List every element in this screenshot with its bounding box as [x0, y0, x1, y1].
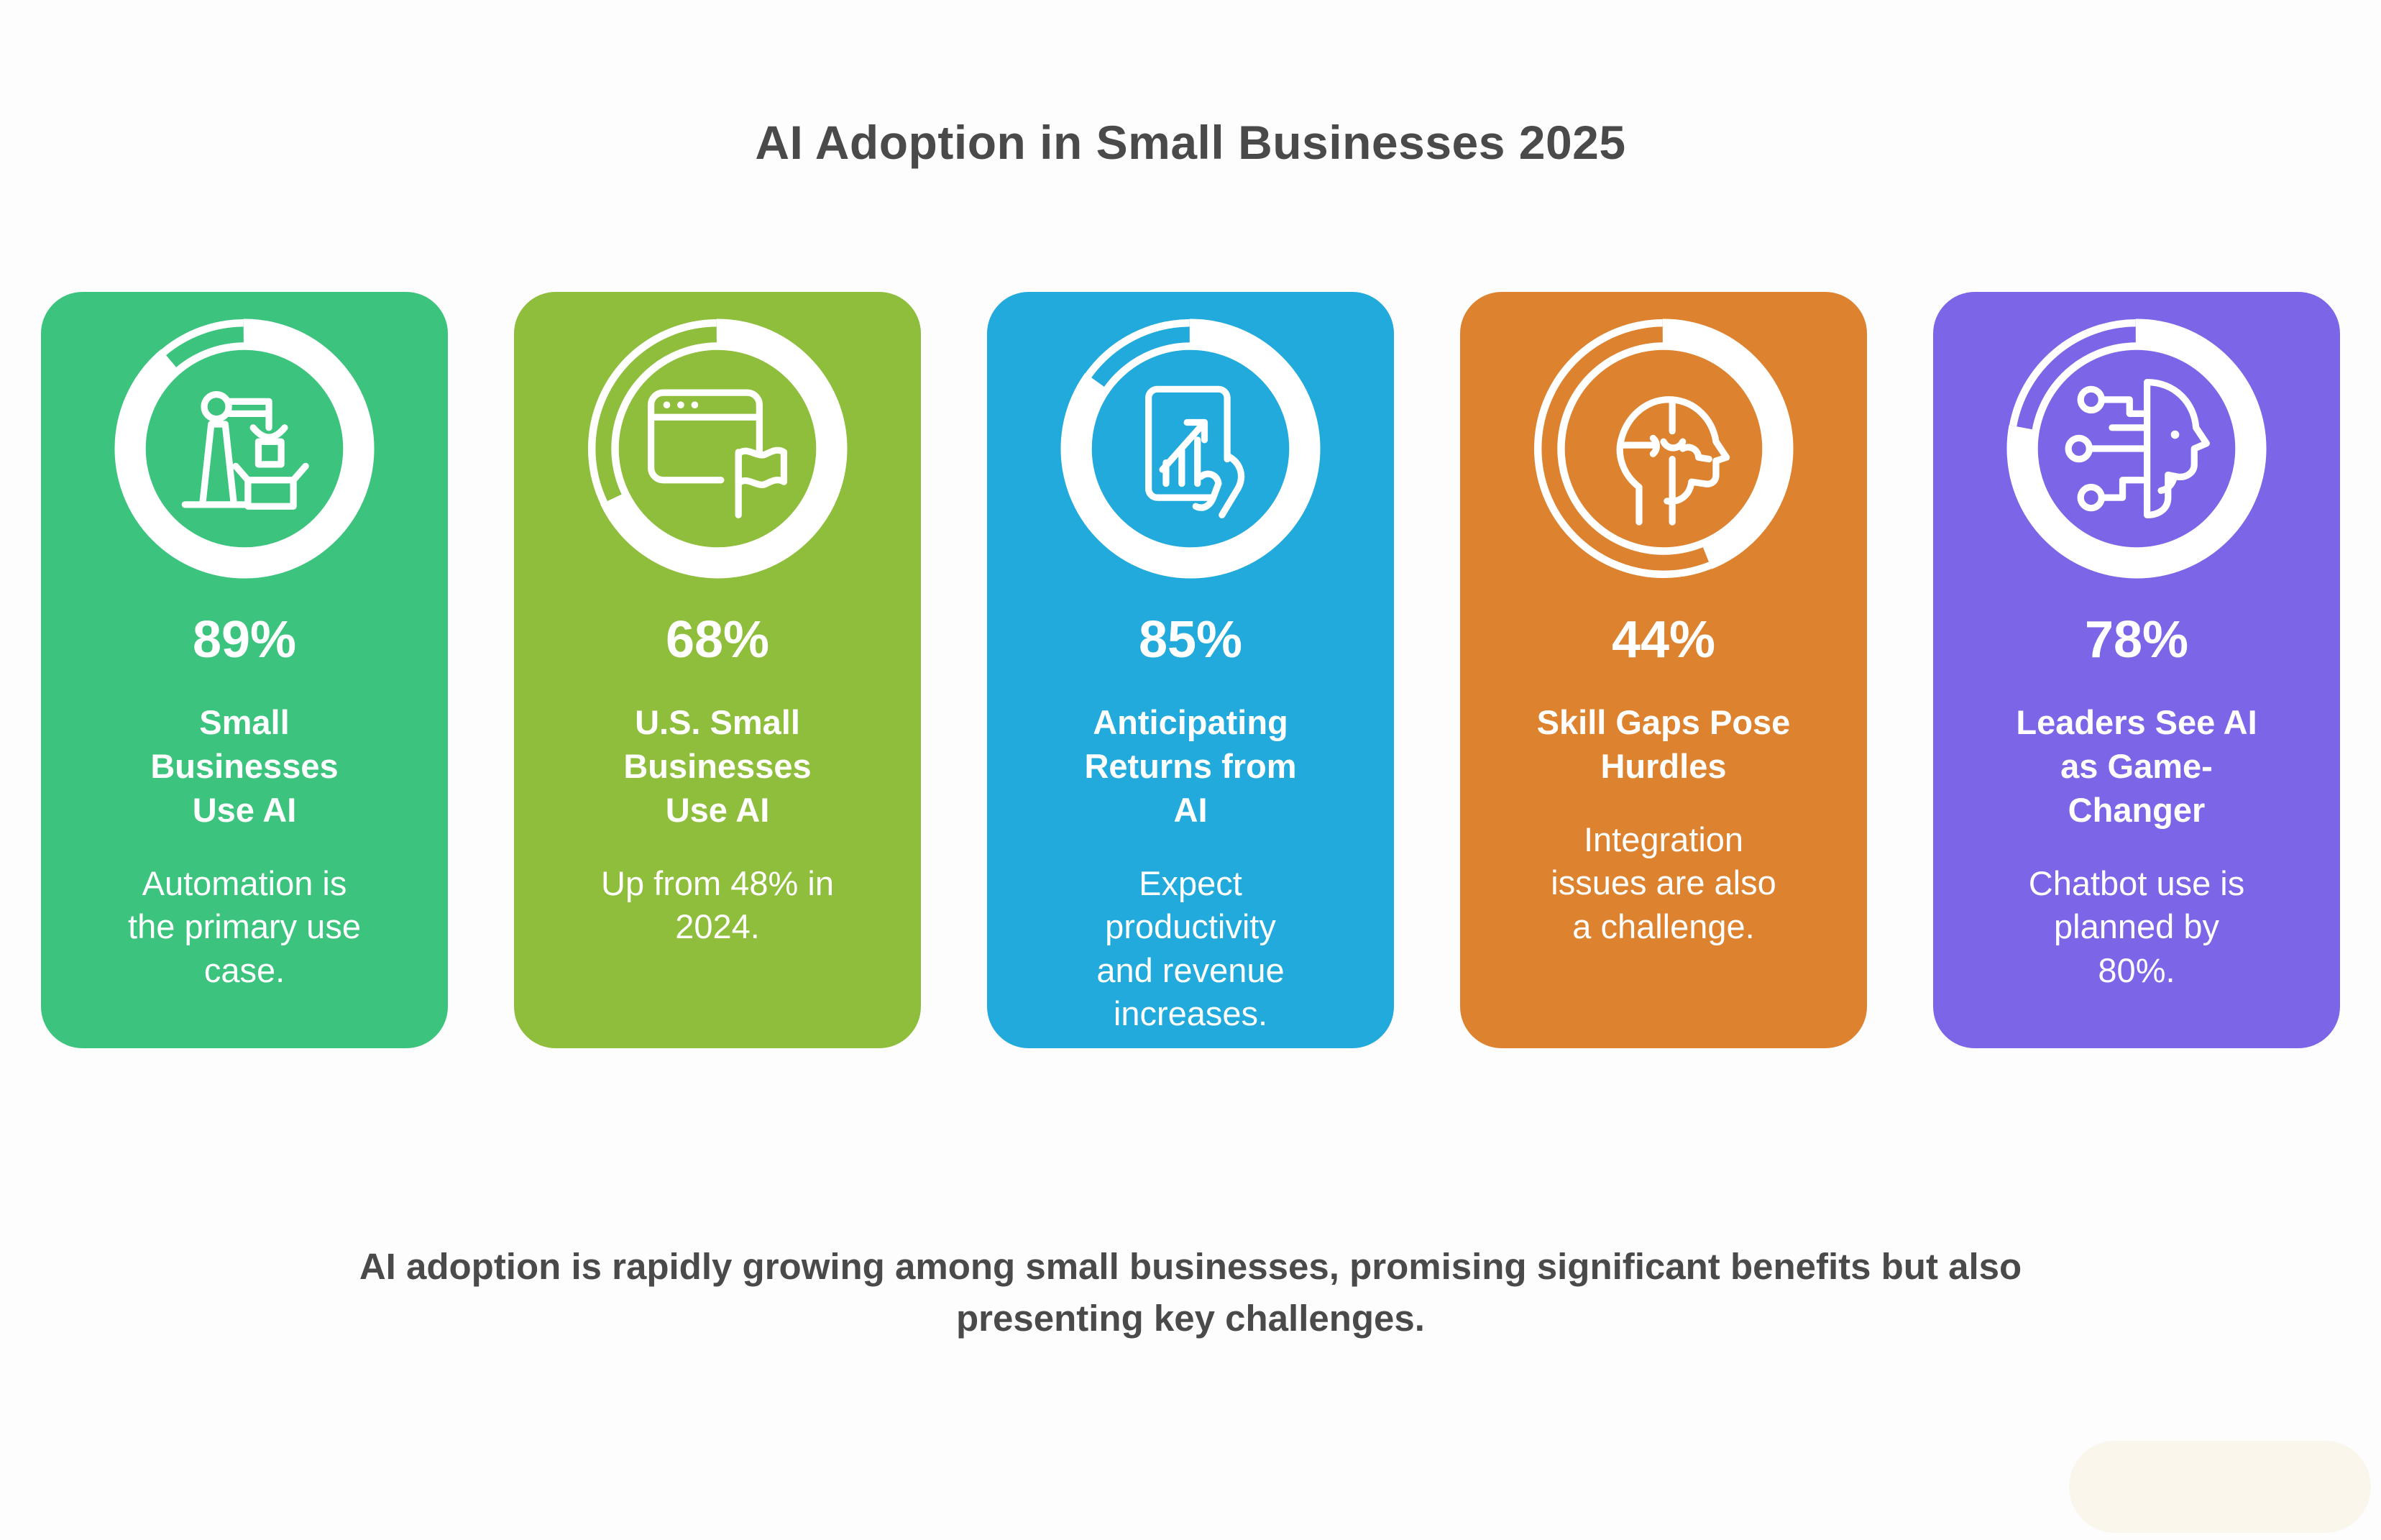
robot-arm-box-icon — [181, 390, 309, 510]
stat-description: Automation is the primary use case. — [128, 864, 361, 989]
stat-percent: 78% — [2084, 611, 2189, 669]
stat-description: Integration issues are also a challenge. — [1551, 820, 1776, 945]
stat-card-small-businesses-use-ai: 89% Small Businesses Use AI Automation i… — [41, 292, 448, 1048]
stat-card-skill-gaps-pose-hurdles: 44% Skill Gaps Pose Hurdles Integration … — [1460, 292, 1867, 1048]
stat-heading: Anticipating Returns from AI — [1084, 703, 1297, 830]
stat-heading: Leaders See AI as Game- Changer — [2016, 703, 2257, 830]
stat-description: Up from 48% in 2024. — [601, 864, 834, 946]
donut-gauge — [114, 318, 375, 579]
donut-gauge — [587, 318, 848, 579]
summary-caption: AI adoption is rapidly growing among sma… — [359, 1246, 2022, 1339]
puzzle-head-icon — [1616, 396, 1730, 526]
stat-percent: 85% — [1138, 611, 1243, 669]
ai-face-circuit-icon — [2065, 378, 2210, 519]
stat-card-anticipating-returns-from-ai: 85% Anticipating Returns from AI Expect … — [987, 292, 1394, 1048]
stat-percent: 89% — [192, 611, 297, 669]
stat-percent: 44% — [1611, 611, 1716, 669]
stat-description: Expect productivity and revenue increase… — [1096, 864, 1285, 1032]
stat-cards-row: 89% Small Businesses Use AI Automation i… — [0, 292, 2381, 1048]
page-title: AI Adoption in Small Businesses 2025 — [755, 116, 1626, 169]
stat-heading: U.S. Small Businesses Use AI — [623, 703, 812, 830]
stat-heading: Small Businesses Use AI — [150, 703, 339, 830]
donut-gauge — [1533, 318, 1794, 579]
stat-card-us-small-businesses-use-ai: 68% U.S. Small Businesses Use AI Up from… — [514, 292, 921, 1048]
browser-flag-icon — [647, 389, 788, 519]
donut-gauge — [2006, 318, 2267, 579]
watermark-blob — [2069, 1441, 2371, 1533]
stat-card-leaders-see-ai-as-game-changer: 78% Leaders See AI as Game- Changer Chat… — [1933, 292, 2340, 1048]
stat-heading: Skill Gaps Pose Hurdles — [1536, 703, 1791, 786]
growth-chart-hand-icon — [1145, 385, 1245, 519]
stat-percent: 68% — [665, 611, 770, 669]
stat-description: Chatbot use is planned by 80%. — [2028, 864, 2245, 989]
donut-gauge — [1060, 318, 1321, 579]
